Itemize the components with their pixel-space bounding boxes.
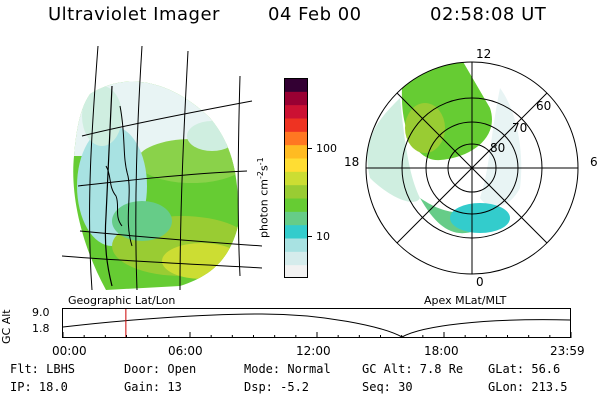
mode-info: Mode: Normal	[244, 362, 331, 376]
mlt-label-12: 12	[476, 48, 491, 61]
colorbar-band	[284, 171, 308, 186]
colorbar-band	[284, 118, 308, 132]
colorbar-band	[284, 211, 308, 226]
colorbar-band	[284, 131, 308, 146]
colorbar-tick-10: 10	[316, 230, 330, 243]
colorbar-band	[284, 144, 308, 159]
colorbar-band	[284, 264, 308, 278]
mlt-label-18: 18	[344, 155, 359, 169]
door-info: Door: Open	[124, 362, 197, 376]
mlt-label-0: 0	[476, 275, 484, 289]
dsp-info: Dsp: -5.2	[244, 380, 310, 394]
gc-alt-info: GC Alt: 7.8 Re	[362, 362, 464, 376]
timeline-tick-label-0: 00:00	[52, 344, 87, 358]
timeline-tick-label-3: 18:00	[424, 344, 459, 358]
mlat-label-80: 80	[490, 141, 505, 155]
mlat-label-60: 60	[536, 99, 551, 113]
glon-info: GLon: 213.5	[488, 380, 568, 394]
colorbar-tick-mark-100	[308, 148, 312, 149]
geographic-caption: Geographic Lat/Lon	[68, 294, 176, 307]
mlt-label-6: 6	[590, 155, 598, 169]
gain-info: Gain: 13	[124, 380, 182, 394]
colorbar-band	[284, 91, 308, 106]
colorbar-band	[284, 104, 308, 119]
timeline-tick-label-4: 23:59	[550, 344, 585, 358]
colorbar-band	[284, 251, 308, 266]
polar-caption: Apex MLat/MLT	[424, 294, 507, 307]
colorbar-band	[284, 238, 308, 252]
glat-info: GLat: 56.6	[488, 362, 561, 376]
colorbar-band	[284, 158, 308, 172]
timeline-y-top: 9.0	[32, 306, 50, 319]
colorbar-band	[284, 78, 308, 92]
colorbar-tick-mark-10	[308, 236, 312, 237]
colorbar	[284, 78, 308, 278]
image-date: 04 Feb 00	[268, 4, 362, 25]
timeline-axis-label: GC Alt	[0, 309, 13, 344]
timeline-y-bottom: 1.8	[32, 322, 50, 335]
instrument-title: Ultraviolet Imager	[48, 4, 220, 25]
colorbar-band	[284, 224, 308, 239]
seq-info: Seq: 30	[362, 380, 413, 394]
image-time: 02:58:08 UT	[430, 4, 547, 25]
colorbar-band	[284, 184, 308, 199]
colorbar-band	[284, 198, 308, 212]
timeline-tick-label-1: 06:00	[168, 344, 203, 358]
colorbar-unit-label: photon cm-2s-1	[256, 157, 271, 238]
mlat-label-70: 70	[512, 121, 527, 135]
polar-image: 12 0 18 6 60 70 80	[344, 48, 598, 289]
timeline-tick-label-2: 12:00	[296, 344, 331, 358]
ip-info: IP: 18.0	[10, 380, 68, 394]
timeline-plot	[62, 308, 572, 338]
colorbar-tick-100: 100	[316, 142, 337, 155]
filter-info: Flt: LBHS	[10, 362, 76, 376]
geographic-image	[62, 46, 262, 290]
